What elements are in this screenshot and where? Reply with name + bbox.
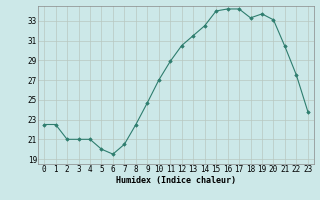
X-axis label: Humidex (Indice chaleur): Humidex (Indice chaleur)	[116, 176, 236, 185]
